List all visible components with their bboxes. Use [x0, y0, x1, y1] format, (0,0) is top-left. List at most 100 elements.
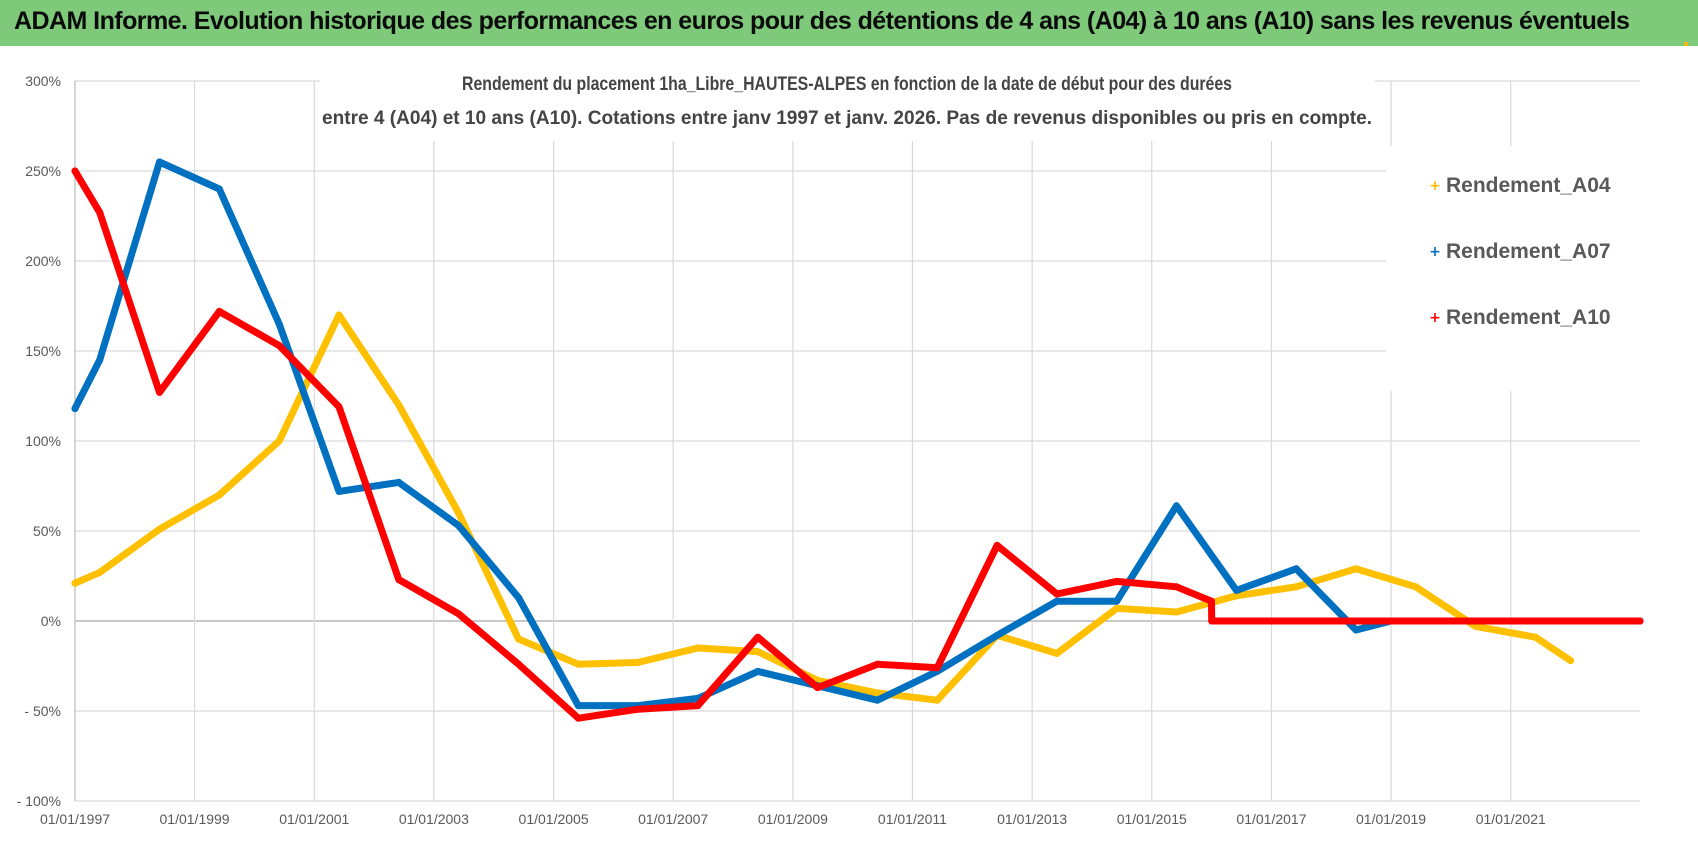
data-point-rendement_a04 — [873, 689, 881, 697]
data-point-rendement_a04 — [395, 401, 403, 409]
data-point-rendement_a07 — [71, 405, 79, 413]
data-point-rendement_a10 — [275, 342, 283, 350]
data-point-rendement_a07 — [395, 478, 403, 486]
data-point-rendement_a04 — [275, 437, 283, 445]
y-tick-label: 200% — [25, 253, 61, 269]
y-tick-label: 300% — [25, 73, 61, 89]
x-tick-label: 01/01/2013 — [997, 811, 1067, 827]
data-point-rendement_a10 — [1173, 583, 1180, 591]
x-tick-label: 01/01/1997 — [40, 811, 110, 827]
series-lines — [71, 158, 1644, 722]
legend-label-rendement_a10: Rendement_A10 — [1446, 306, 1611, 329]
data-point-rendement_a07 — [1292, 565, 1300, 573]
x-tick-label: 01/01/2017 — [1236, 811, 1306, 827]
data-point-rendement_a04 — [634, 658, 642, 666]
y-tick-label: 100% — [25, 433, 61, 449]
data-point-rendement_a04 — [515, 635, 522, 643]
chart-title-line-1: Rendement du placement 1ha_Libre_HAUTES-… — [462, 73, 1232, 95]
data-point-rendement_a10 — [814, 684, 822, 692]
legend-label-rendement_a07: Rendement_A07 — [1446, 240, 1611, 263]
data-point-rendement_a04 — [1532, 633, 1539, 641]
data-point-rendement_a04 — [1173, 608, 1180, 616]
data-point-rendement_a04 — [933, 696, 941, 704]
x-tick-label: 01/01/2019 — [1356, 811, 1426, 827]
y-tick-label: 0% — [41, 613, 61, 629]
y-tick-label: 50% — [33, 523, 61, 539]
data-point-rendement_a04 — [1113, 604, 1121, 612]
y-tick-label: 150% — [25, 343, 61, 359]
data-point-rendement_a07 — [1352, 626, 1360, 634]
data-point-rendement_a04 — [1053, 649, 1061, 657]
legend-label-rendement_a04: Rendement_A04 — [1446, 174, 1611, 197]
x-tick-label: 01/01/2009 — [758, 811, 828, 827]
data-point-rendement_a07 — [455, 522, 463, 530]
data-point-rendement_a07 — [754, 667, 762, 675]
legend-marker-rendement_a04: + — [1429, 178, 1441, 194]
chart-title-line-2: entre 4 (A04) et 10 ans (A10). Cotations… — [322, 107, 1372, 129]
x-tick-label: 01/01/2015 — [1117, 811, 1187, 827]
data-point-rendement_a10 — [1053, 590, 1061, 598]
x-tick-label: 01/01/2001 — [279, 811, 349, 827]
x-tick-label: 01/01/2021 — [1476, 811, 1546, 827]
data-point-rendement_a04 — [455, 509, 463, 517]
data-point-rendement_a10 — [1208, 597, 1215, 605]
legend-backdrop — [1386, 146, 1642, 391]
data-point-rendement_a04 — [1352, 565, 1360, 573]
data-point-rendement_a04 — [1567, 657, 1575, 665]
data-point-rendement_a04 — [1412, 583, 1420, 591]
data-point-rendement_a07 — [515, 594, 522, 602]
data-point-rendement_a04 — [574, 660, 582, 668]
data-point-rendement_a10 — [71, 167, 79, 175]
data-point-rendement_a10 — [156, 388, 163, 396]
data-point-rendement_a04 — [71, 579, 79, 587]
data-point-rendement_a07 — [96, 356, 104, 364]
data-point-rendement_a04 — [1232, 592, 1240, 600]
data-point-rendement_a07 — [993, 631, 1001, 639]
data-point-rendement_a10 — [395, 576, 403, 584]
data-point-rendement_a07 — [1232, 586, 1240, 594]
x-tick-label: 01/01/2003 — [399, 811, 469, 827]
data-point-rendement_a04 — [156, 525, 163, 533]
data-point-rendement_a10 — [694, 702, 702, 710]
page-title: ADAM Informe. Evolution historique des p… — [14, 7, 1630, 35]
x-tick-label: 01/01/2005 — [519, 811, 589, 827]
data-point-rendement_a04 — [754, 648, 762, 656]
data-point-rendement_a04 — [96, 568, 104, 576]
data-point-rendement_a07 — [1173, 502, 1180, 510]
legend-marker-rendement_a10: + — [1429, 310, 1441, 326]
data-point-rendement_a04 — [1472, 622, 1480, 630]
data-point-rendement_a07 — [574, 702, 582, 710]
data-point-rendement_a10 — [96, 208, 104, 216]
header-bar: ADAM Informe. Evolution historique des p… — [0, 0, 1698, 47]
x-tick-label: 01/01/2011 — [878, 811, 947, 827]
data-point-rendement_a07 — [275, 320, 283, 328]
title-backdrop — [320, 66, 1375, 141]
data-point-rendement_a10 — [754, 633, 762, 641]
y-tick-label: - 50% — [24, 703, 61, 719]
x-tick-label: 01/01/1999 — [160, 811, 230, 827]
data-point-rendement_a04 — [694, 644, 702, 652]
data-point-rendement_a10 — [515, 660, 522, 668]
data-point-rendement_a10 — [1636, 617, 1644, 625]
data-point-rendement_a07 — [335, 487, 343, 495]
data-point-rendement_a10 — [574, 714, 582, 722]
data-point-rendement_a07 — [873, 696, 881, 704]
axes: - 100% - 50% 0% 50% 100% 150% 200% 250% 300% 01/0… — [17, 73, 1546, 827]
y-tick-label: 250% — [25, 163, 61, 179]
y-tick-label: - 100% — [17, 793, 61, 809]
legend: + Rendement_A04 + Rendement_A07 + Rendement_A… — [1429, 174, 1611, 329]
data-point-rendement_a04 — [215, 491, 223, 499]
data-point-rendement_a04 — [1292, 583, 1300, 591]
chart: - 100% - 50% 0% 50% 100% 150% 200% 250% 300% 01/0… — [0, 46, 1698, 857]
x-tick-label: 01/01/2007 — [638, 811, 708, 827]
data-point-rendement_a07 — [156, 158, 163, 166]
data-point-rendement_a10 — [933, 664, 941, 672]
data-point-rendement_a10 — [873, 660, 881, 668]
data-point-rendement_a10 — [634, 705, 642, 713]
data-point-rendement_a10 — [993, 541, 1001, 549]
data-point-rendement_a10 — [1113, 577, 1121, 585]
data-point-rendement_a10 — [1208, 617, 1216, 625]
data-point-rendement_a10 — [215, 307, 223, 315]
data-point-rendement_a10 — [455, 610, 463, 618]
data-point-rendement_a07 — [215, 185, 223, 193]
